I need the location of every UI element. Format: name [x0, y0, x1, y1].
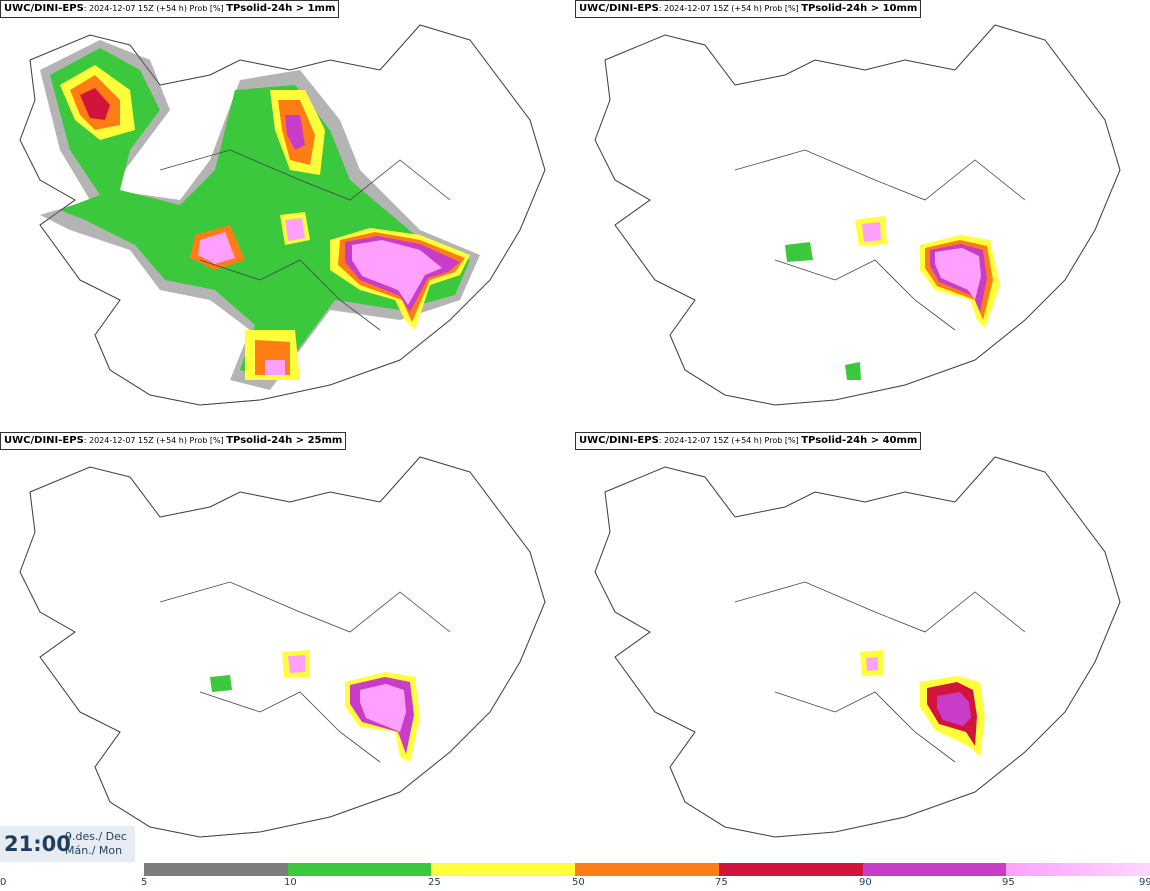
map-panel-40mm: UWC/DINI-EPS: 2024-12-07 15Z (+54 h) Pro… — [575, 432, 1150, 864]
colorbar-segment — [431, 863, 576, 876]
panel-title: UWC/DINI-EPS: 2024-12-07 15Z (+54 h) Pro… — [0, 432, 347, 450]
colorbar-tick-label: 95 — [1002, 877, 1015, 888]
panel-title: UWC/DINI-EPS: 2024-12-07 15Z (+54 h) Pro… — [0, 0, 340, 18]
colorbar-segment — [287, 863, 432, 876]
iceland-map — [19, 456, 546, 838]
colorbar-segment — [1006, 863, 1150, 876]
map-panel-25mm: UWC/DINI-EPS: 2024-12-07 15Z (+54 h) Pro… — [0, 432, 575, 864]
colorbar — [144, 863, 1150, 876]
date-line-2: Mán./ Mon — [65, 844, 123, 857]
colorbar-tick-label: 99 — [1139, 877, 1150, 888]
colorbar-tick-label: 75 — [715, 877, 728, 888]
colorbar-tick-label: 90 — [859, 877, 872, 888]
colorbar-segment — [718, 863, 863, 876]
iceland-map — [594, 24, 1121, 406]
panel-title: UWC/DINI-EPS: 2024-12-07 15Z (+54 h) Pro… — [575, 0, 922, 18]
valid-time-box: 21:00 9.des./ Dec Mán./ Mon — [0, 826, 135, 862]
iceland-map — [19, 24, 546, 406]
colorbar-segment — [862, 863, 1007, 876]
map-panel-1mm: UWC/DINI-EPS: 2024-12-07 15Z (+54 h) Pro… — [0, 0, 575, 432]
valid-date: 9.des./ Dec Mán./ Mon — [65, 830, 127, 858]
colorbar-tick-label: 10 — [284, 877, 297, 888]
iceland-map — [594, 456, 1121, 838]
colorbar-segment — [575, 863, 719, 876]
map-panel-10mm: UWC/DINI-EPS: 2024-12-07 15Z (+54 h) Pro… — [575, 0, 1150, 432]
colorbar-tick-label: 5 — [141, 877, 148, 888]
panel-title: UWC/DINI-EPS: 2024-12-07 15Z (+54 h) Pro… — [575, 432, 922, 450]
colorbar-tick-label: 50 — [572, 877, 585, 888]
date-line-1: 9.des./ Dec — [65, 830, 127, 843]
colorbar-segment — [144, 863, 288, 876]
colorbar-tick-label: 25 — [428, 877, 441, 888]
colorbar-tick-label: 0 — [0, 877, 7, 888]
valid-time: 21:00 — [4, 832, 71, 856]
